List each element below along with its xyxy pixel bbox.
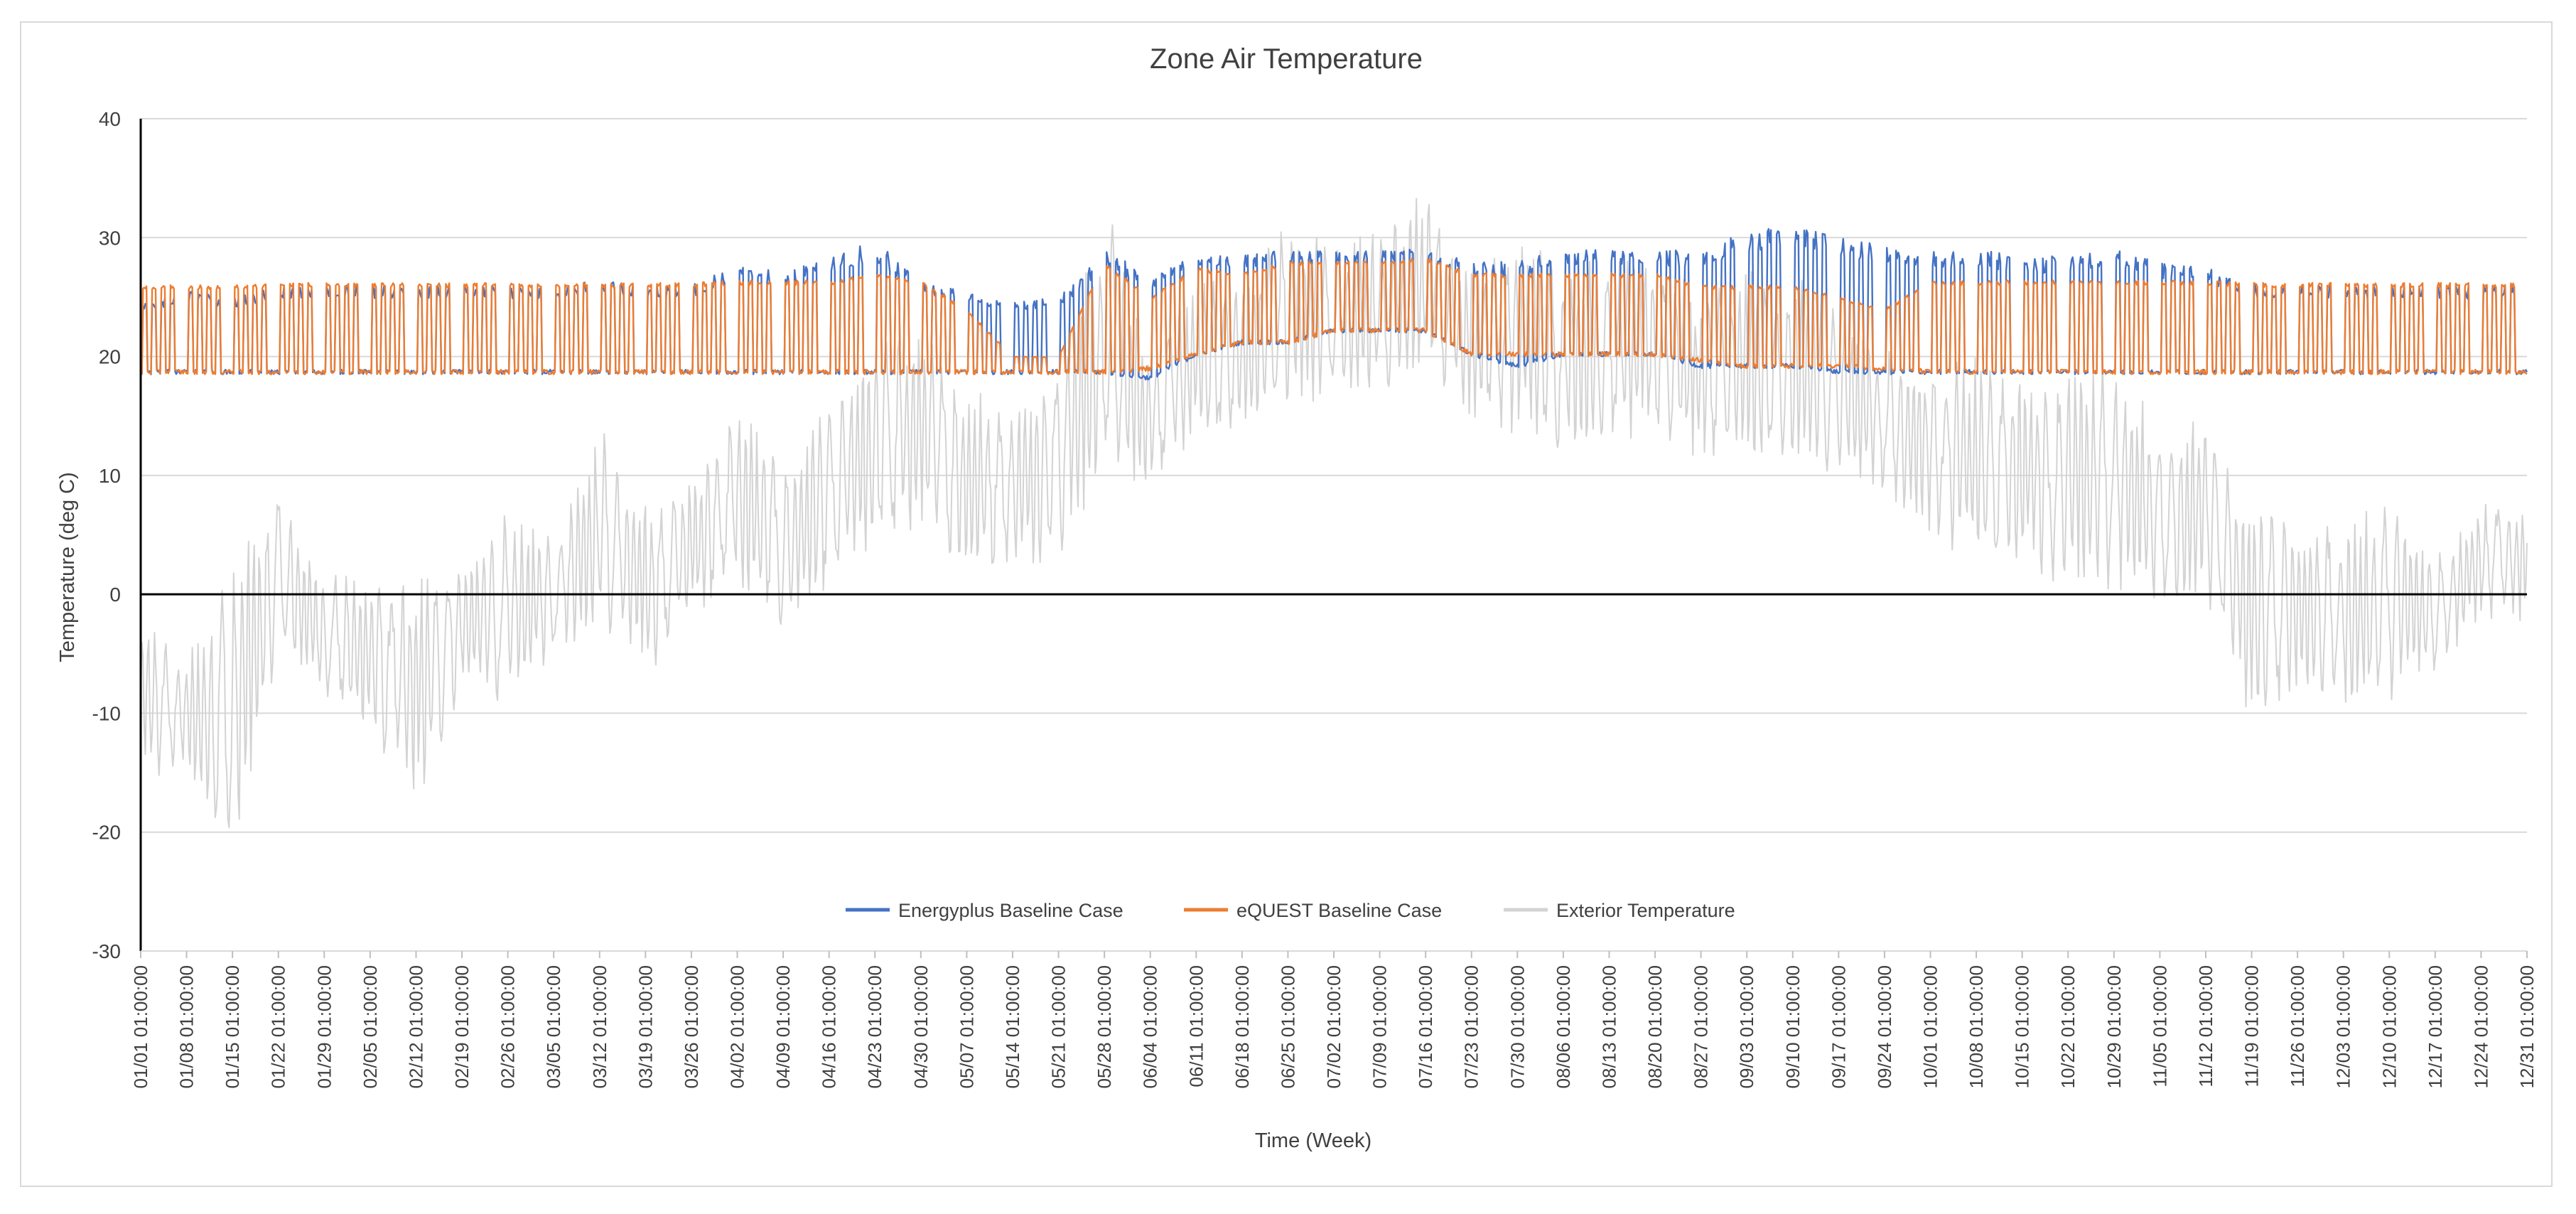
x-tick-label: 09/24 01:00:00 <box>1874 965 1895 1089</box>
x-tick-label: 03/12 01:00:00 <box>589 965 610 1089</box>
x-tick-label: 08/06 01:00:00 <box>1553 965 1574 1089</box>
x-tick-label: 05/07 01:00:00 <box>956 965 977 1089</box>
y-tick-label: 0 <box>109 584 121 606</box>
x-tick-label: 01/01 01:00:00 <box>130 965 151 1089</box>
x-tick-label: 03/26 01:00:00 <box>681 965 702 1089</box>
x-tick-label: 11/26 01:00:00 <box>2287 965 2308 1087</box>
x-tick-label: 08/27 01:00:00 <box>1691 965 1712 1089</box>
x-tick-label: 11/12 01:00:00 <box>2195 965 2216 1087</box>
x-tick-label: 05/14 01:00:00 <box>1002 965 1023 1089</box>
y-tick-label: -20 <box>92 822 121 844</box>
y-axis-label: Temperature (deg C) <box>56 472 79 662</box>
x-tick-label: 10/29 01:00:00 <box>2103 965 2125 1089</box>
x-tick-label: 04/30 01:00:00 <box>910 965 932 1089</box>
x-tick-label: 07/09 01:00:00 <box>1369 965 1391 1089</box>
x-tick-label: 01/29 01:00:00 <box>313 965 335 1089</box>
gridlines <box>141 118 2527 952</box>
y-tick-label: 10 <box>99 465 121 487</box>
chart-title: Zone Air Temperature <box>1150 43 1423 75</box>
x-tick-label: 04/16 01:00:00 <box>819 965 840 1089</box>
x-tick-label: 07/16 01:00:00 <box>1415 965 1436 1089</box>
x-tick-label: 10/08 01:00:00 <box>1966 965 1987 1089</box>
x-tick-label: 01/08 01:00:00 <box>176 965 198 1089</box>
y-tick-label: -10 <box>92 702 121 724</box>
x-tick-label: 06/11 01:00:00 <box>1185 965 1207 1087</box>
legend-label: eQUEST Baseline Case <box>1236 900 1442 921</box>
series-line-equest-baseline-case <box>139 258 2528 375</box>
x-tick-label: 09/03 01:00:00 <box>1736 965 1757 1089</box>
x-tick-label: 11/05 01:00:00 <box>2149 965 2170 1087</box>
x-tick-label: 10/22 01:00:00 <box>2057 965 2079 1089</box>
x-tick-label: 08/20 01:00:00 <box>1644 965 1666 1089</box>
x-tick-label: 03/05 01:00:00 <box>543 965 564 1089</box>
x-tick-label: 12/24 01:00:00 <box>2470 965 2491 1089</box>
x-tick-label: 09/10 01:00:00 <box>1782 965 1804 1089</box>
axes: -30 -20 -10 0 10 20 30 40 01/01 01:00:00 01/08 01… <box>92 108 2538 1089</box>
legend-label: Exterior Temperature <box>1556 900 1735 921</box>
x-tick-label: 12/03 01:00:00 <box>2333 965 2354 1089</box>
x-tick-label: 04/23 01:00:00 <box>864 965 885 1089</box>
x-tick-label: 09/17 01:00:00 <box>1828 965 1849 1089</box>
legend: Energyplus Baseline Case eQUEST Baseline … <box>846 900 1735 921</box>
x-tick-label: 03/19 01:00:00 <box>635 965 656 1089</box>
x-tick-label: 06/25 01:00:00 <box>1277 965 1298 1089</box>
x-tick-label: 02/19 01:00:00 <box>451 965 473 1089</box>
x-tick-label: 02/05 01:00:00 <box>360 965 381 1089</box>
x-axis-label: Time (Week) <box>1255 1129 1371 1152</box>
x-tick-label: 01/15 01:00:00 <box>222 965 243 1089</box>
x-tick-label: 05/21 01:00:00 <box>1048 965 1069 1089</box>
x-tick-label: 12/17 01:00:00 <box>2425 965 2446 1089</box>
x-tick-label: 10/01 01:00:00 <box>1920 965 1941 1089</box>
y-tick-label: -30 <box>92 940 121 962</box>
x-tick-label: 04/09 01:00:00 <box>772 965 794 1089</box>
y-tick-label: 20 <box>99 346 121 368</box>
x-tick-label: 07/02 01:00:00 <box>1323 965 1344 1089</box>
x-tick-label: 02/26 01:00:00 <box>497 965 519 1089</box>
x-tick-label: 08/13 01:00:00 <box>1598 965 1620 1089</box>
y-tick-label: 30 <box>99 227 121 249</box>
x-tick-label: 11/19 01:00:00 <box>2241 965 2263 1087</box>
chart-frame: -30 -20 -10 0 10 20 30 40 01/01 01:00:00 01/08 01… <box>20 21 2553 1187</box>
chart-svg: -30 -20 -10 0 10 20 30 40 01/01 01:00:00 01/08 01… <box>56 43 2538 1152</box>
x-tick-label: 10/15 01:00:00 <box>2012 965 2033 1089</box>
x-tick-label: 05/28 01:00:00 <box>1094 965 1115 1089</box>
x-tick-label: 01/22 01:00:00 <box>268 965 289 1089</box>
series-layer <box>139 198 2528 829</box>
x-tick-label: 12/10 01:00:00 <box>2378 965 2400 1089</box>
x-tick-label: 12/31 01:00:00 <box>2516 965 2538 1089</box>
x-tick-label: 06/04 01:00:00 <box>1140 965 1161 1089</box>
x-tick-label: 04/02 01:00:00 <box>727 965 748 1089</box>
y-tick-label: 40 <box>99 108 121 130</box>
legend-label: Energyplus Baseline Case <box>898 900 1123 921</box>
series-line-exterior-temperature <box>140 198 2528 829</box>
x-tick-label: 02/12 01:00:00 <box>405 965 426 1089</box>
x-tick-label: 07/30 01:00:00 <box>1507 965 1528 1089</box>
x-tick-label: 07/23 01:00:00 <box>1461 965 1482 1089</box>
x-tick-label: 06/18 01:00:00 <box>1232 965 1253 1089</box>
